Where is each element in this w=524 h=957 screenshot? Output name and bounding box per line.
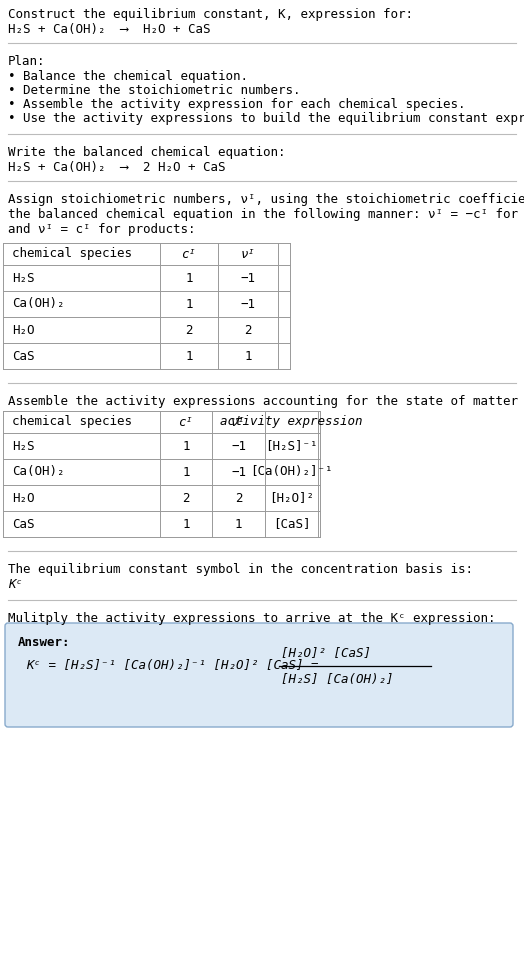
Text: −1: −1: [231, 439, 246, 453]
Text: −1: −1: [241, 298, 256, 310]
Text: 2: 2: [244, 323, 252, 337]
Text: H₂O: H₂O: [12, 323, 35, 337]
Text: H₂S: H₂S: [12, 272, 35, 284]
Text: cᴵ: cᴵ: [179, 415, 193, 429]
Text: [H₂S] [Ca(OH)₂]: [H₂S] [Ca(OH)₂]: [281, 673, 394, 686]
Text: Assign stoichiometric numbers, νᴵ, using the stoichiometric coefficients, cᴵ, fr: Assign stoichiometric numbers, νᴵ, using…: [8, 193, 524, 206]
Text: CaS: CaS: [12, 518, 35, 530]
Text: Construct the equilibrium constant, K, expression for:: Construct the equilibrium constant, K, e…: [8, 8, 413, 21]
Text: Write the balanced chemical equation:: Write the balanced chemical equation:: [8, 146, 286, 159]
Text: Assemble the activity expressions accounting for the state of matter and νᴵ:: Assemble the activity expressions accoun…: [8, 395, 524, 408]
Text: H₂S + Ca(OH)₂  ⟶  H₂O + CaS: H₂S + Ca(OH)₂ ⟶ H₂O + CaS: [8, 23, 211, 36]
Text: Ca(OH)₂: Ca(OH)₂: [12, 465, 64, 478]
Text: CaS: CaS: [12, 349, 35, 363]
Text: [Ca(OH)₂]⁻¹: [Ca(OH)₂]⁻¹: [250, 465, 333, 478]
Text: 1: 1: [244, 349, 252, 363]
Text: 1: 1: [185, 349, 193, 363]
Text: 2: 2: [182, 492, 190, 504]
Text: H₂S + Ca(OH)₂  ⟶  2 H₂O + CaS: H₂S + Ca(OH)₂ ⟶ 2 H₂O + CaS: [8, 161, 225, 174]
Text: The equilibrium constant symbol in the concentration basis is:: The equilibrium constant symbol in the c…: [8, 563, 473, 576]
Text: [H₂O]² [CaS]: [H₂O]² [CaS]: [281, 646, 371, 659]
Text: activity expression: activity expression: [220, 415, 363, 429]
Text: Mulitply the activity expressions to arrive at the Kᶜ expression:: Mulitply the activity expressions to arr…: [8, 612, 496, 625]
Text: [CaS]: [CaS]: [273, 518, 310, 530]
Text: [H₂O]²: [H₂O]²: [269, 492, 314, 504]
Text: 1: 1: [182, 439, 190, 453]
Text: −1: −1: [231, 465, 246, 478]
Text: Answer:: Answer:: [18, 636, 71, 649]
Text: [H₂S]⁻¹: [H₂S]⁻¹: [265, 439, 318, 453]
FancyBboxPatch shape: [5, 623, 513, 727]
Text: −1: −1: [241, 272, 256, 284]
Text: H₂O: H₂O: [12, 492, 35, 504]
Text: Kᶜ: Kᶜ: [8, 578, 23, 591]
Text: chemical species: chemical species: [12, 248, 132, 260]
Text: 1: 1: [185, 298, 193, 310]
Text: 1: 1: [182, 465, 190, 478]
Text: Plan:: Plan:: [8, 55, 46, 68]
Text: H₂S: H₂S: [12, 439, 35, 453]
Text: νᴵ: νᴵ: [231, 415, 246, 429]
Text: • Assemble the activity expression for each chemical species.: • Assemble the activity expression for e…: [8, 98, 465, 111]
Text: 2: 2: [185, 323, 193, 337]
Text: 1: 1: [235, 518, 242, 530]
Text: Kᶜ = [H₂S]⁻¹ [Ca(OH)₂]⁻¹ [H₂O]² [CaS] =: Kᶜ = [H₂S]⁻¹ [Ca(OH)₂]⁻¹ [H₂O]² [CaS] =: [26, 659, 319, 673]
Text: cᴵ: cᴵ: [181, 248, 196, 260]
Text: νᴵ: νᴵ: [241, 248, 256, 260]
Text: and νᴵ = cᴵ for products:: and νᴵ = cᴵ for products:: [8, 223, 195, 236]
Text: • Use the activity expressions to build the equilibrium constant expression.: • Use the activity expressions to build …: [8, 112, 524, 125]
Text: • Balance the chemical equation.: • Balance the chemical equation.: [8, 70, 248, 83]
Text: Ca(OH)₂: Ca(OH)₂: [12, 298, 64, 310]
Text: 1: 1: [185, 272, 193, 284]
Text: chemical species: chemical species: [12, 415, 132, 429]
Text: 1: 1: [182, 518, 190, 530]
Text: 2: 2: [235, 492, 242, 504]
Text: • Determine the stoichiometric numbers.: • Determine the stoichiometric numbers.: [8, 84, 300, 97]
Text: the balanced chemical equation in the following manner: νᴵ = −cᴵ for reactants: the balanced chemical equation in the fo…: [8, 208, 524, 221]
